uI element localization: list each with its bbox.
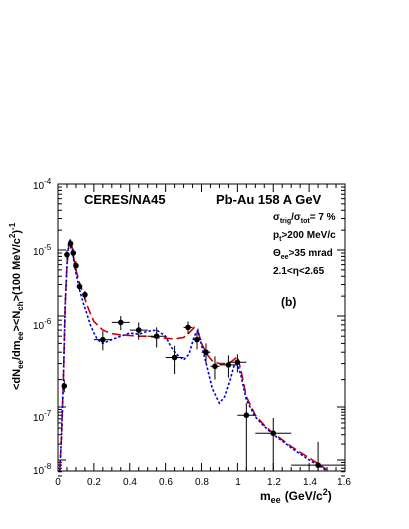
data-point (61, 383, 68, 389)
x-axis-label: mee (GeV/c2) (260, 487, 332, 505)
data-point (76, 283, 83, 290)
y-label-part: ><N (11, 311, 23, 332)
annotations: CERES/NA45 Pb-Au 158 A GeV σtrig/σtot= 7… (84, 192, 336, 309)
data-point (270, 430, 277, 437)
pt-cut-p: p (273, 230, 279, 241)
panel-label: (b) (281, 295, 296, 309)
data-point (315, 462, 321, 468)
data-point (135, 327, 142, 333)
data-point (70, 250, 77, 256)
x-tick-label: 0.8 (195, 477, 209, 488)
pt-cut-label: pt>200 MeV/c (273, 230, 336, 243)
y-label-part: <dN (11, 369, 23, 390)
y-tick-base: 10 (33, 321, 45, 332)
y-label-part: /dm (11, 340, 23, 360)
x-label-main: m (260, 489, 271, 503)
eta-cut-label: 2.1<η<2.65 (273, 266, 325, 277)
centrality-sigma: σ (273, 212, 280, 223)
y-axis-label: <dNee/dmee><Nch>(100 MeV/c2)-1 (8, 222, 25, 390)
data-point (203, 349, 209, 356)
theta-cut-label: Θee>35 mrad (273, 248, 333, 261)
data-point (225, 362, 232, 368)
x-label-unit-sup: 2 (323, 487, 328, 497)
pt-cut-sub: t (279, 236, 282, 243)
pt-cut-rest: >200 MeV/c (281, 230, 336, 241)
y-label-sub: ee (16, 331, 25, 340)
y-label-part: >(100 MeV/c (11, 238, 23, 301)
x-tick-label: 0.4 (123, 477, 137, 488)
y-tick-label: 10-4 (33, 177, 52, 192)
y-tick-label: 10-7 (33, 409, 52, 424)
series-line (59, 237, 328, 472)
y-tick-label: 10-6 (33, 317, 52, 332)
x-label-unit: (GeV/c (285, 489, 323, 503)
x-tick-labels: 0 0.2 0.4 0.6 0.8 1 1.2 1.4 1.6 (55, 477, 351, 488)
centrality-label: σtrig/σtot= 7 % (273, 212, 336, 225)
y-label-part: ) (11, 230, 23, 234)
data-point (194, 336, 200, 343)
y-tick-exp: -8 (44, 462, 52, 471)
theta-cut-rest: >35 mrad (289, 248, 333, 259)
centrality-sub: trig (280, 218, 291, 225)
y-label-sub: ee (16, 359, 25, 368)
x-tick-label: 1.4 (303, 477, 317, 488)
y-tick-base: 10 (33, 466, 45, 477)
y-tick-label: 10-8 (33, 462, 52, 477)
y-label-sup: 2 (8, 233, 17, 238)
y-tick-labels: 10-8 10-7 10-6 10-5 10-4 (33, 177, 52, 477)
y-tick-base: 10 (33, 181, 45, 192)
centrality-slash: / (291, 212, 294, 223)
x-tick-label: 0.6 (159, 477, 173, 488)
y-label-sup: -1 (8, 222, 17, 230)
data-points (61, 239, 345, 471)
y-tick-label: 10-5 (33, 243, 52, 258)
x-tick-label: 1.2 (267, 477, 281, 488)
axis-ticks (57, 183, 346, 477)
data-point (185, 324, 191, 331)
x-tick-label: 1 (235, 477, 241, 488)
y-label-sub: ch (16, 301, 25, 310)
data-point (212, 363, 218, 370)
experiment-label: CERES/NA45 (84, 192, 166, 207)
data-point (82, 291, 88, 298)
data-point (67, 240, 74, 247)
y-tick-exp: -4 (44, 177, 52, 186)
centrality-sigma: σ (294, 212, 301, 223)
data-point (243, 412, 250, 419)
x-label-sub: ee (271, 495, 281, 505)
data-point (117, 319, 124, 326)
y-tick-base: 10 (33, 247, 45, 258)
centrality-sub: tot (301, 218, 311, 225)
y-tick-exp: -7 (44, 409, 52, 418)
data-point (153, 333, 160, 339)
data-point (171, 354, 178, 361)
y-tick-exp: -6 (44, 317, 52, 326)
x-tick-label: 1.6 (337, 477, 351, 488)
y-tick-exp: -5 (44, 243, 52, 252)
system-label: Pb-Au 158 A GeV (216, 192, 322, 207)
centrality-rest: = 7 % (310, 212, 336, 223)
x-tick-label: 0.2 (87, 477, 101, 488)
theta-cut-symbol: Θ (273, 248, 281, 259)
model-curves (59, 236, 328, 472)
theta-cut-sub: ee (281, 254, 289, 261)
y-tick-base: 10 (33, 413, 45, 424)
data-point (73, 262, 79, 269)
data-point (100, 336, 106, 343)
data-point (64, 251, 70, 258)
data-point (234, 359, 241, 366)
x-label-unit-close: ) (328, 489, 332, 503)
x-tick-label: 0 (55, 477, 61, 488)
